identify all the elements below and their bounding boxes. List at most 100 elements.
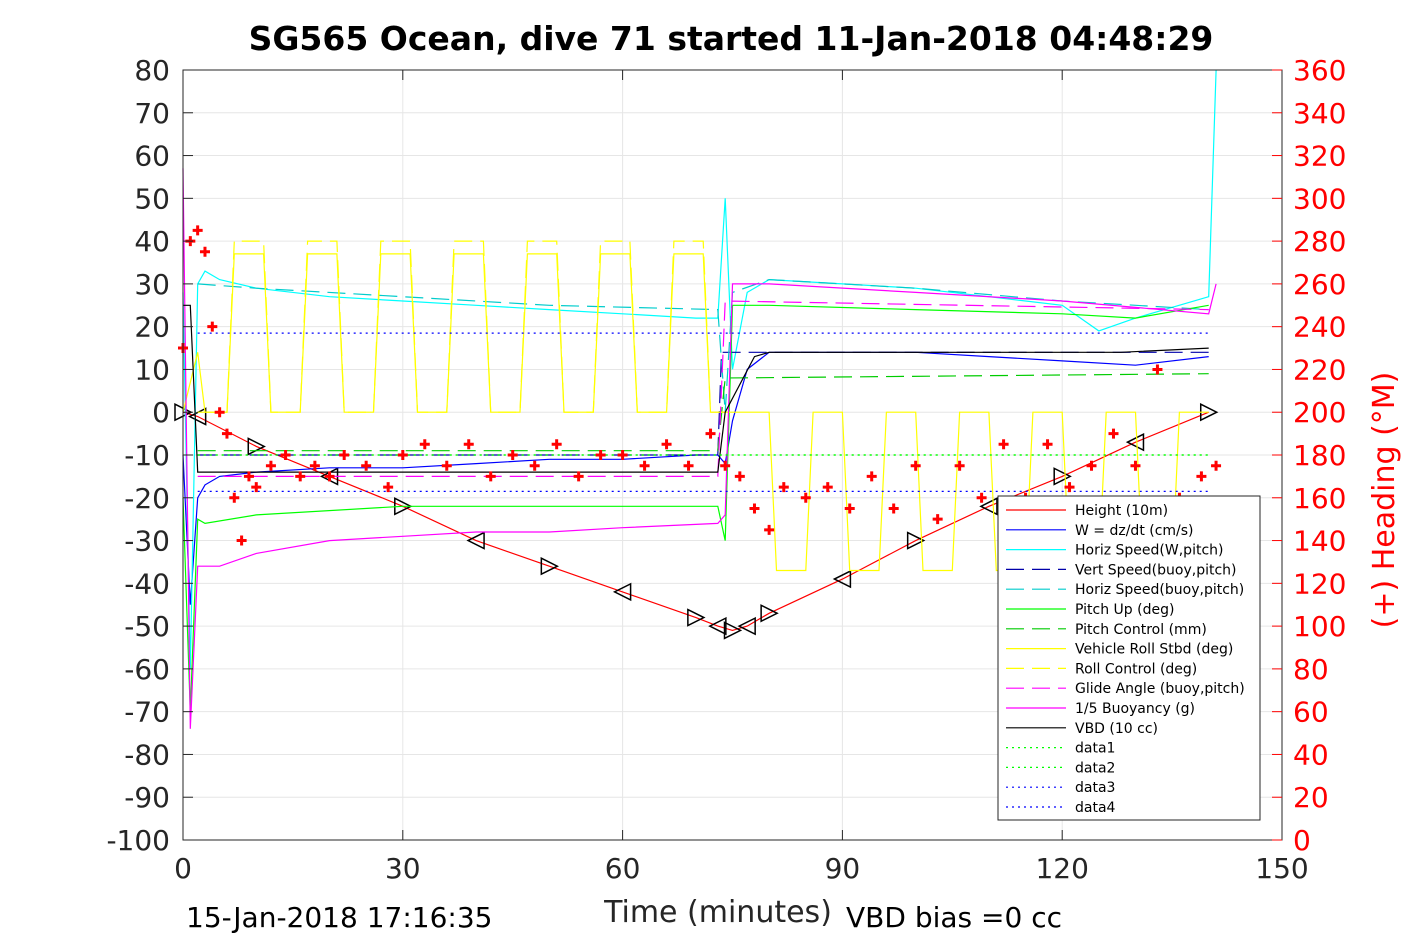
y-tick-label: -80 [124, 738, 170, 771]
series-horiz_buoy [197, 278, 1209, 413]
heading-point [214, 407, 225, 418]
y-tick-label: 0 [152, 396, 170, 429]
height-marker [466, 531, 485, 550]
heading-point [800, 492, 811, 503]
heading-point [295, 471, 306, 482]
y2-tick-label: 340 [1293, 97, 1346, 130]
heading-point [1042, 439, 1053, 450]
heading-point [309, 460, 320, 471]
y2-tick-label: 300 [1293, 182, 1346, 215]
y-tick-label: 30 [134, 268, 170, 301]
x-tick-label: 90 [825, 852, 861, 885]
legend-entry: Vehicle Roll Stbd (deg) [1075, 642, 1233, 658]
y-tick-label: 10 [134, 353, 170, 386]
y-tick-label: 20 [134, 311, 170, 344]
legend: Height (10m) W = dz/dt (cm/s) Horiz Speed(… [997, 495, 1261, 821]
y2-tick-label: 360 [1293, 54, 1346, 87]
heading-point [734, 471, 745, 482]
legend-entry: W = dz/dt (cm/s) [1075, 523, 1194, 539]
heading-point [1211, 460, 1222, 471]
chart-title: SG565 Ocean, dive 71 started 11-Jan-2018… [249, 19, 1214, 58]
y-tick-label: -40 [124, 567, 170, 600]
legend-entry: Height (10m) [1075, 503, 1168, 519]
y-tick-label: -50 [124, 610, 170, 643]
y2-tick-label: 260 [1293, 268, 1346, 301]
heading-point [221, 428, 232, 439]
height-marker [979, 497, 998, 516]
heading-point [778, 482, 789, 493]
heading-point [192, 225, 203, 236]
heading-point [485, 471, 496, 482]
heading-point [229, 492, 240, 503]
heading-point [1152, 364, 1163, 375]
y2-tick-label: 140 [1293, 525, 1346, 558]
y-tick-label: 60 [134, 140, 170, 173]
y-tick-label: 50 [134, 182, 170, 215]
height-markers [174, 403, 1219, 640]
legend-entry: Roll Control (deg) [1075, 661, 1197, 677]
legend-entry: Pitch Up (deg) [1075, 602, 1174, 618]
heading-point [822, 482, 833, 493]
heading-point [419, 439, 430, 450]
heading-point [866, 471, 877, 482]
series-pitch_up [182, 304, 1209, 712]
heading-point [199, 246, 210, 257]
height-marker [1053, 467, 1072, 486]
y-tick-label: -60 [124, 653, 170, 686]
height-marker [723, 621, 743, 640]
y-tick-label: -70 [124, 696, 170, 729]
heading-point [976, 492, 987, 503]
height-marker [540, 557, 560, 576]
y-tick-label: 80 [134, 54, 170, 87]
footer-timestamp: 15-Jan-2018 17:16:35 [186, 901, 492, 934]
heading-point [844, 503, 855, 514]
heading-point [764, 524, 775, 535]
height-marker [1125, 432, 1145, 452]
y-tick-label: -90 [124, 781, 170, 814]
heading-point [720, 460, 731, 471]
heading-point [749, 503, 760, 514]
y-tick-label: -100 [106, 824, 170, 857]
height-marker [760, 604, 779, 623]
y-tick-label: 70 [134, 97, 170, 130]
heading-point [551, 439, 562, 450]
height-marker [708, 616, 727, 636]
heading-point [954, 460, 965, 471]
heading-point [463, 439, 474, 450]
heading-point [1130, 460, 1141, 471]
height-marker [906, 531, 926, 550]
y-tick-label: -30 [124, 525, 170, 558]
heading-point [573, 471, 584, 482]
heading-point [1064, 482, 1075, 493]
heading-point [617, 450, 628, 460]
legend-entry: data2 [1075, 760, 1115, 776]
y2-tick-label: 40 [1293, 738, 1329, 771]
legend-entry: Horiz Speed(buoy,pitch) [1075, 582, 1244, 598]
heading-point [683, 460, 694, 471]
series-horiz_w [182, 69, 1217, 669]
heading-point [236, 535, 247, 546]
legend-entry: Vert Speed(buoy,pitch) [1075, 562, 1237, 578]
heading-point [397, 450, 408, 460]
heading-point [910, 460, 921, 471]
heading-point [207, 321, 218, 332]
series-roll_control [197, 240, 726, 413]
heading-point [705, 428, 716, 439]
x-tick-label: 120 [1035, 852, 1088, 885]
ticks: 0 30 60 90 120 15080706050403020100-10-20-30-… [106, 54, 1346, 885]
series-pitch_control [197, 373, 1209, 452]
x-tick-label: 30 [385, 852, 421, 885]
footer-vbd-bias: VBD bias =0 cc [846, 901, 1062, 934]
heading-point [595, 450, 606, 460]
y2-tick-label: 200 [1293, 396, 1346, 429]
y2-tick-label: 100 [1293, 610, 1346, 643]
legend-entry: Pitch Control (mm) [1075, 622, 1207, 638]
y2-tick-label: 160 [1293, 482, 1346, 515]
height-marker [737, 616, 756, 636]
x-axis-label: Time (minutes) [603, 895, 832, 930]
heading-point [361, 460, 372, 471]
heading-point [1086, 460, 1097, 471]
x-tick-label: 150 [1255, 852, 1308, 885]
y-tick-label: -20 [124, 482, 170, 515]
